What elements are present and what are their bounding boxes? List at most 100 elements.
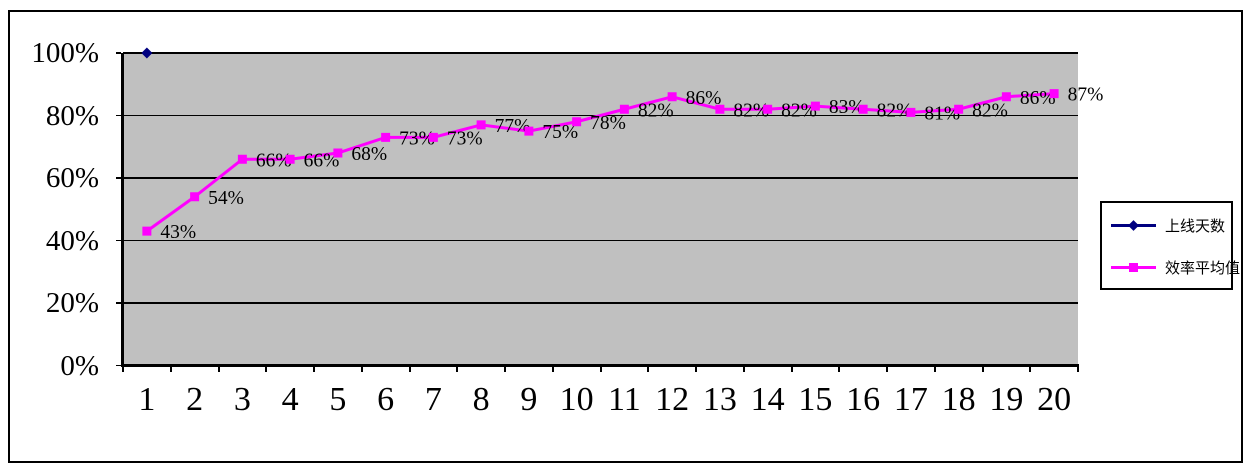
x-axis-tick	[790, 366, 793, 372]
legend-item-1: 上线天数	[1111, 214, 1225, 236]
x-axis-line	[121, 364, 1079, 367]
x-axis-label: 8	[472, 381, 490, 418]
data-point-marker	[906, 107, 916, 117]
x-axis-label: 18	[941, 381, 976, 418]
data-label: 87%	[1068, 85, 1104, 106]
data-point-marker	[954, 104, 964, 114]
data-label: 43%	[160, 222, 196, 243]
y-axis-tick	[116, 364, 121, 367]
data-point-marker	[667, 92, 677, 102]
data-label: 73%	[399, 128, 435, 149]
data-point-marker	[858, 104, 868, 114]
data-point-marker-diamond	[141, 47, 153, 59]
data-label: 68%	[351, 144, 387, 165]
x-axis-label: 9	[520, 381, 538, 418]
y-axis-tick	[116, 114, 121, 117]
x-axis-tick	[504, 366, 506, 372]
data-label: 81%	[924, 103, 960, 124]
x-axis-tick	[599, 366, 602, 372]
series-line-效率平均值	[145, 92, 1055, 233]
x-axis-label: 7	[424, 381, 442, 418]
x-axis-tick	[408, 366, 411, 372]
x-axis-tick	[1029, 366, 1032, 372]
data-label: 82%	[733, 100, 769, 121]
diamond-marker-icon	[1128, 219, 1139, 231]
x-axis-label: 20	[1037, 381, 1072, 418]
y-axis-tick	[116, 302, 121, 304]
x-axis-label: 13	[702, 381, 737, 418]
gridline-60%	[123, 177, 1078, 179]
legend-label: 上线天数	[1165, 216, 1226, 235]
y-axis-tick	[116, 52, 121, 54]
data-point-marker	[381, 132, 391, 142]
x-axis-label: 11	[608, 381, 641, 418]
data-label: 75%	[542, 122, 578, 143]
x-axis-tick	[886, 366, 888, 372]
x-axis-label: 10	[559, 381, 594, 418]
data-label: 54%	[208, 188, 244, 209]
data-point-marker	[476, 120, 486, 130]
y-axis-label: 20%	[45, 287, 99, 319]
data-label: 86%	[1020, 88, 1056, 109]
x-axis-label: 14	[750, 381, 785, 418]
gridline-40%	[123, 239, 1078, 242]
x-axis-tick	[1077, 366, 1079, 372]
data-point-marker	[763, 104, 773, 114]
x-axis-tick	[122, 366, 124, 372]
x-axis-label: 19	[989, 381, 1024, 418]
x-axis-label: 12	[655, 381, 690, 418]
x-axis-tick	[695, 366, 697, 372]
x-axis-tick	[217, 366, 220, 372]
x-axis-tick	[647, 366, 650, 372]
x-axis-tick	[313, 366, 315, 372]
data-point-marker	[715, 104, 725, 114]
y-axis-label: 0%	[60, 349, 99, 382]
x-axis-tick	[265, 366, 268, 372]
data-point-marker	[142, 226, 152, 236]
x-axis-label: 5	[329, 381, 347, 418]
data-point-marker	[237, 154, 247, 164]
legend-sample	[1111, 219, 1156, 231]
data-point-marker	[190, 192, 200, 202]
x-axis-tick	[742, 366, 745, 372]
data-label: 66%	[304, 150, 340, 171]
x-axis-label: 16	[846, 381, 881, 418]
y-axis-tick	[116, 239, 121, 242]
y-axis-label: 60%	[45, 162, 99, 194]
data-point-marker	[428, 132, 438, 142]
square-marker-icon	[1129, 262, 1138, 272]
x-axis-tick	[933, 366, 936, 372]
x-axis-label: 3	[233, 381, 251, 418]
gridline-20%	[123, 302, 1078, 304]
data-label: 82%	[781, 100, 817, 121]
y-axis-tick	[116, 177, 121, 179]
data-label: 82%	[638, 100, 674, 121]
data-label: 86%	[686, 88, 722, 109]
data-point-marker	[1049, 89, 1059, 99]
legend: 上线天数 效率平均值	[1100, 201, 1240, 290]
data-label: 73%	[447, 128, 483, 149]
legend-item-2: 效率平均值	[1111, 256, 1240, 278]
x-axis-tick	[456, 366, 459, 372]
data-label: 82%	[972, 100, 1008, 121]
x-axis-label: 1	[138, 381, 156, 418]
x-axis-label: 4	[281, 381, 299, 418]
data-point-marker	[810, 101, 820, 111]
data-label: 82%	[877, 100, 913, 121]
x-axis-tick	[551, 366, 554, 372]
y-axis-label: 40%	[45, 224, 99, 257]
x-axis-tick	[838, 366, 841, 372]
x-axis-tick	[169, 366, 172, 372]
legend-label: 效率平均值	[1165, 258, 1241, 277]
y-axis-line	[121, 53, 124, 367]
gridline-100%	[123, 52, 1078, 54]
x-axis-label: 2	[186, 381, 204, 418]
x-axis-tick	[981, 366, 984, 372]
data-point-marker	[572, 117, 582, 127]
data-label: 78%	[590, 113, 626, 134]
legend-sample	[1111, 262, 1156, 272]
data-point-marker	[1001, 92, 1011, 102]
plot-background	[123, 53, 1078, 366]
